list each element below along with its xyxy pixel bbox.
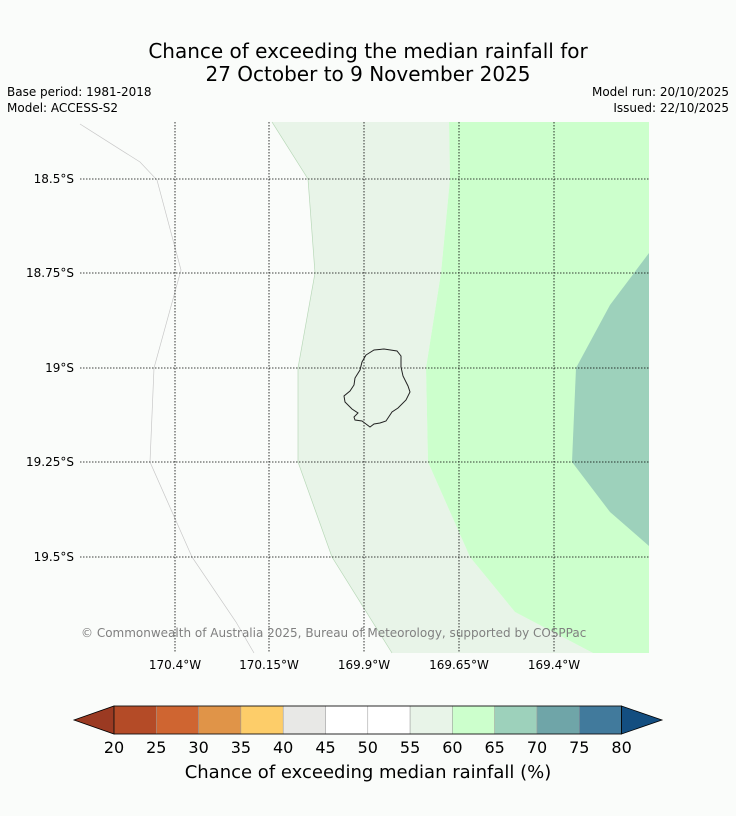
colorbar-segment xyxy=(240,705,284,735)
colorbar-segment xyxy=(452,705,495,735)
region-65-70 xyxy=(572,253,649,546)
colorbar-tick-label: 55 xyxy=(399,738,421,757)
colorbar-tick-label: 30 xyxy=(188,738,209,757)
lat-label: 19.5°S xyxy=(34,550,74,564)
colorbar-segment xyxy=(156,705,199,735)
colorbar-segment xyxy=(409,705,453,735)
colorbar-title: Chance of exceeding median rainfall (%) xyxy=(184,762,552,783)
colorbar-tick-label: 75 xyxy=(569,738,590,757)
contour-line-west xyxy=(79,123,255,654)
colorbar-tick-label: 80 xyxy=(611,738,632,757)
lat-label: 18.5°S xyxy=(34,172,74,186)
lat-label: 19°S xyxy=(45,361,74,375)
colorbar-segment xyxy=(536,705,580,735)
colorbar-segment xyxy=(367,705,411,735)
colorbar-tick-label: 25 xyxy=(146,738,167,757)
issued-date: Issued: 22/10/2025 xyxy=(613,101,729,115)
map-title-line-2: 27 October to 9 November 2025 xyxy=(205,62,531,86)
model-run: Model run: 20/10/2025 xyxy=(591,85,729,99)
colorbar-extend-low xyxy=(72,705,115,735)
island-coastline xyxy=(343,348,411,428)
colorbar-extend-high xyxy=(621,705,664,735)
colorbar-segment xyxy=(494,705,538,735)
colorbar-segment xyxy=(113,705,157,735)
lat-label: 18.75°S xyxy=(26,266,74,280)
lon-label: 170.15°W xyxy=(239,658,299,672)
colorbar-tick-label: 35 xyxy=(230,738,252,757)
region-60-65 xyxy=(426,122,649,653)
colorbar xyxy=(72,705,664,735)
colorbar-segment xyxy=(282,705,326,735)
lon-label: 169.9°W xyxy=(338,658,390,672)
lon-label: 169.4°W xyxy=(528,658,580,672)
base-period: Base period: 1981-2018 xyxy=(7,85,152,99)
lon-label: 169.65°W xyxy=(429,658,489,672)
colorbar-tick-label: 20 xyxy=(103,738,125,757)
colorbar-tick-label: 50 xyxy=(357,738,378,757)
colorbar-segment xyxy=(198,705,242,735)
lat-label: 19.25°S xyxy=(26,455,74,469)
colorbar-tick-label: 45 xyxy=(315,738,336,757)
colorbar-tick-label: 40 xyxy=(273,738,294,757)
region-55-60 xyxy=(272,122,593,653)
gridlines xyxy=(80,122,649,653)
colorbar-segment xyxy=(579,705,622,735)
colorbar-tick-label: 70 xyxy=(526,738,548,757)
copyright-note: © Commonwealth of Australia 2025, Bureau… xyxy=(81,626,586,640)
colorbar-tick-label: 60 xyxy=(442,738,463,757)
map-title-line-1: Chance of exceeding the median rainfall … xyxy=(148,39,588,63)
colorbar-segment xyxy=(325,705,369,735)
colorbar-tick-label: 65 xyxy=(484,738,505,757)
lon-label: 170.4°W xyxy=(149,658,201,672)
contour-regions xyxy=(272,122,649,653)
colorbar-outline xyxy=(113,705,623,735)
model-name: Model: ACCESS-S2 xyxy=(7,101,119,115)
